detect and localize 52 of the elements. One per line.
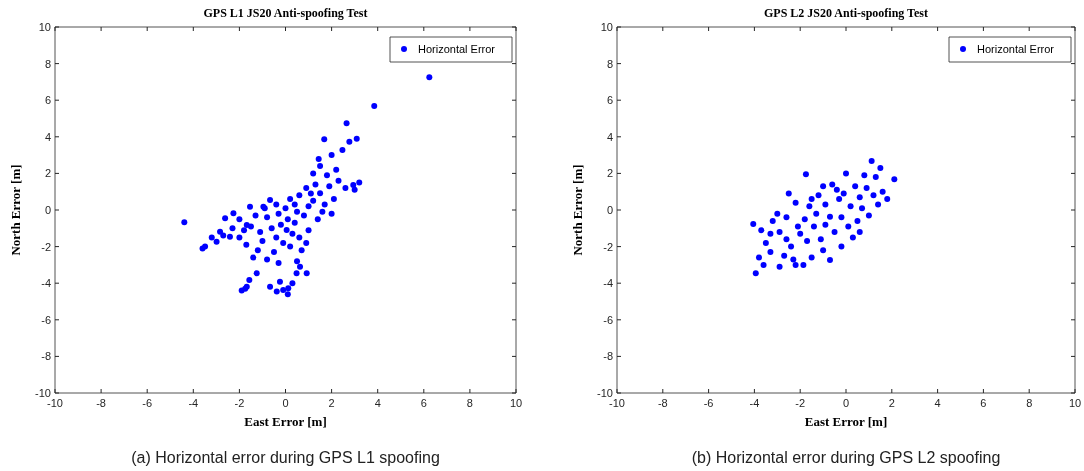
y-tick-label: -6 <box>41 313 51 326</box>
y-tick-label: 8 <box>606 57 613 70</box>
y-tick-label: -4 <box>603 277 613 290</box>
x-tick-label: -4 <box>749 397 760 409</box>
x-axis-title: East Error [m] <box>244 414 327 429</box>
x-tick-label: 6 <box>420 397 427 409</box>
x-tick-label: -2 <box>234 397 245 409</box>
y-tick-label: -10 <box>597 387 613 399</box>
x-tick-label: 10 <box>509 397 523 409</box>
chart-title: GPS L1 JS20 Anti-spoofing Test <box>203 6 368 20</box>
y-tick-label: -2 <box>41 240 51 253</box>
y-tick-label: 0 <box>606 204 613 216</box>
y-tick-label: 8 <box>44 57 51 70</box>
legend-label: Horizontal Error <box>418 43 496 55</box>
x-axis-title: East Error [m] <box>804 414 888 429</box>
y-tick-label: 4 <box>44 130 51 143</box>
x-tick-label: 4 <box>374 397 381 409</box>
x-tick-label: -8 <box>96 397 106 409</box>
x-tick-label: 2 <box>328 397 335 409</box>
x-tick-label: 0 <box>282 397 289 409</box>
chart-title: GPS L2 JS20 Anti-spoofing Test <box>763 6 929 20</box>
legend-label: Horizontal Error <box>977 43 1055 55</box>
text: (a) Horizontal error during GPS L1 spoofing <box>131 449 440 466</box>
y-tick-label: 0 <box>44 204 51 216</box>
y-tick-label: 6 <box>44 94 51 107</box>
y-tick-label: 10 <box>38 21 51 33</box>
x-tick-label: -2 <box>795 397 806 409</box>
x-tick-label: 6 <box>980 397 987 409</box>
y-tick-label: -2 <box>603 240 613 253</box>
x-tick-label: 8 <box>1026 397 1033 409</box>
y-tick-label: 2 <box>606 167 613 180</box>
y-tick-label: 6 <box>606 94 613 107</box>
y-tick-label: -10 <box>35 387 51 399</box>
y-axis-title: North Error [m] <box>8 164 23 256</box>
y-tick-label: -4 <box>41 277 51 290</box>
x-tick-label: -4 <box>188 397 199 409</box>
x-tick-label: -8 <box>657 397 668 409</box>
y-tick-label: -6 <box>603 313 613 326</box>
y-tick-label: -8 <box>41 350 51 363</box>
x-tick-label: -6 <box>142 397 153 409</box>
x-tick-label: 0 <box>842 397 850 409</box>
y-tick-label: 10 <box>600 21 613 33</box>
y-tick-label: 2 <box>44 167 51 180</box>
y-tick-label: 4 <box>606 130 613 143</box>
x-tick-label: 2 <box>888 397 895 409</box>
text: (b) Horizontal error during GPS L2 spoofing <box>691 449 1001 466</box>
y-axis-title: North Error [m] <box>570 164 585 256</box>
x-tick-label: 8 <box>466 397 473 409</box>
x-tick-label: -6 <box>703 397 714 409</box>
x-tick-label: 10 <box>1068 397 1082 409</box>
x-tick-label: 4 <box>934 397 941 409</box>
y-tick-label: -8 <box>603 350 613 363</box>
